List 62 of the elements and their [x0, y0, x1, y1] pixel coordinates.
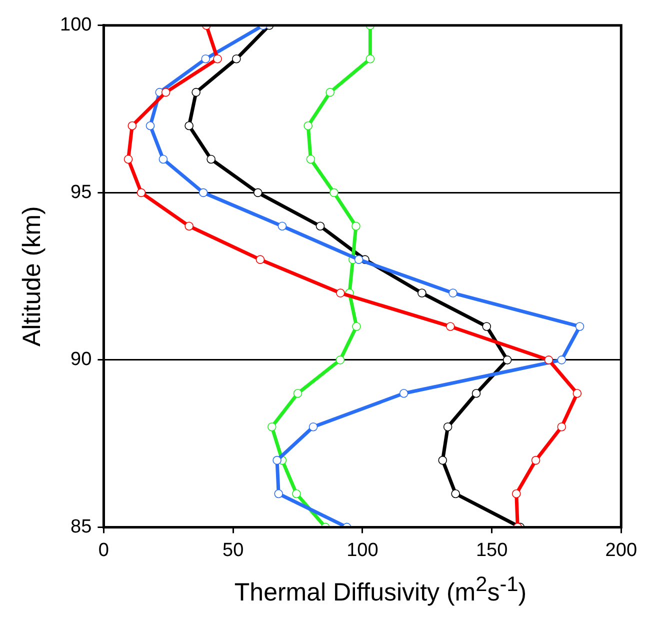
x-tick-label: 100 [346, 540, 378, 561]
point [326, 88, 334, 97]
x-tick-label: 150 [476, 540, 508, 561]
point [304, 121, 312, 130]
point [512, 489, 521, 498]
point [472, 388, 481, 398]
point [256, 255, 265, 264]
x-tick-label: 0 [98, 540, 109, 561]
point [278, 222, 287, 231]
point [308, 422, 318, 432]
point [531, 456, 540, 465]
point [146, 121, 155, 130]
point [575, 322, 584, 331]
point [482, 322, 492, 331]
point [293, 388, 302, 398]
point [267, 422, 276, 432]
y-tick-label: 100 [60, 14, 92, 36]
point [158, 154, 168, 164]
point [418, 288, 426, 298]
point [544, 356, 554, 364]
point [572, 388, 582, 398]
y-tick-label: 90 [70, 349, 92, 370]
point [232, 54, 241, 64]
point [451, 489, 460, 498]
point [306, 154, 316, 164]
y-tick-label: 85 [70, 516, 92, 538]
point [201, 54, 210, 64]
y-axis-title: Altitude (km) [18, 206, 46, 346]
point [557, 422, 566, 432]
point [184, 222, 194, 231]
point [366, 54, 375, 64]
point [448, 288, 458, 298]
y-tick-label: 95 [70, 182, 92, 203]
point [336, 288, 345, 298]
point [198, 188, 208, 198]
point [557, 356, 566, 364]
point [161, 88, 170, 97]
point [502, 356, 512, 364]
point [443, 422, 452, 432]
point [330, 188, 338, 198]
point [136, 188, 146, 198]
point [124, 154, 133, 164]
point [316, 222, 325, 231]
point [213, 54, 222, 64]
point [399, 388, 408, 398]
point [336, 356, 345, 364]
point [206, 154, 216, 164]
x-axis-title: Thermal Diffusivity (m$^{2}$s$^{-1}$) [233, 572, 528, 608]
point [292, 489, 301, 498]
point [272, 456, 282, 465]
point [184, 121, 194, 130]
point [352, 322, 361, 331]
point [352, 222, 360, 231]
point [438, 456, 448, 465]
point [192, 88, 200, 97]
x-tick-label: 200 [605, 540, 637, 561]
point [128, 121, 137, 130]
point [354, 255, 364, 264]
point [254, 188, 262, 198]
x-tick-label: 50 [222, 540, 244, 561]
point [446, 322, 455, 331]
point [274, 489, 283, 498]
